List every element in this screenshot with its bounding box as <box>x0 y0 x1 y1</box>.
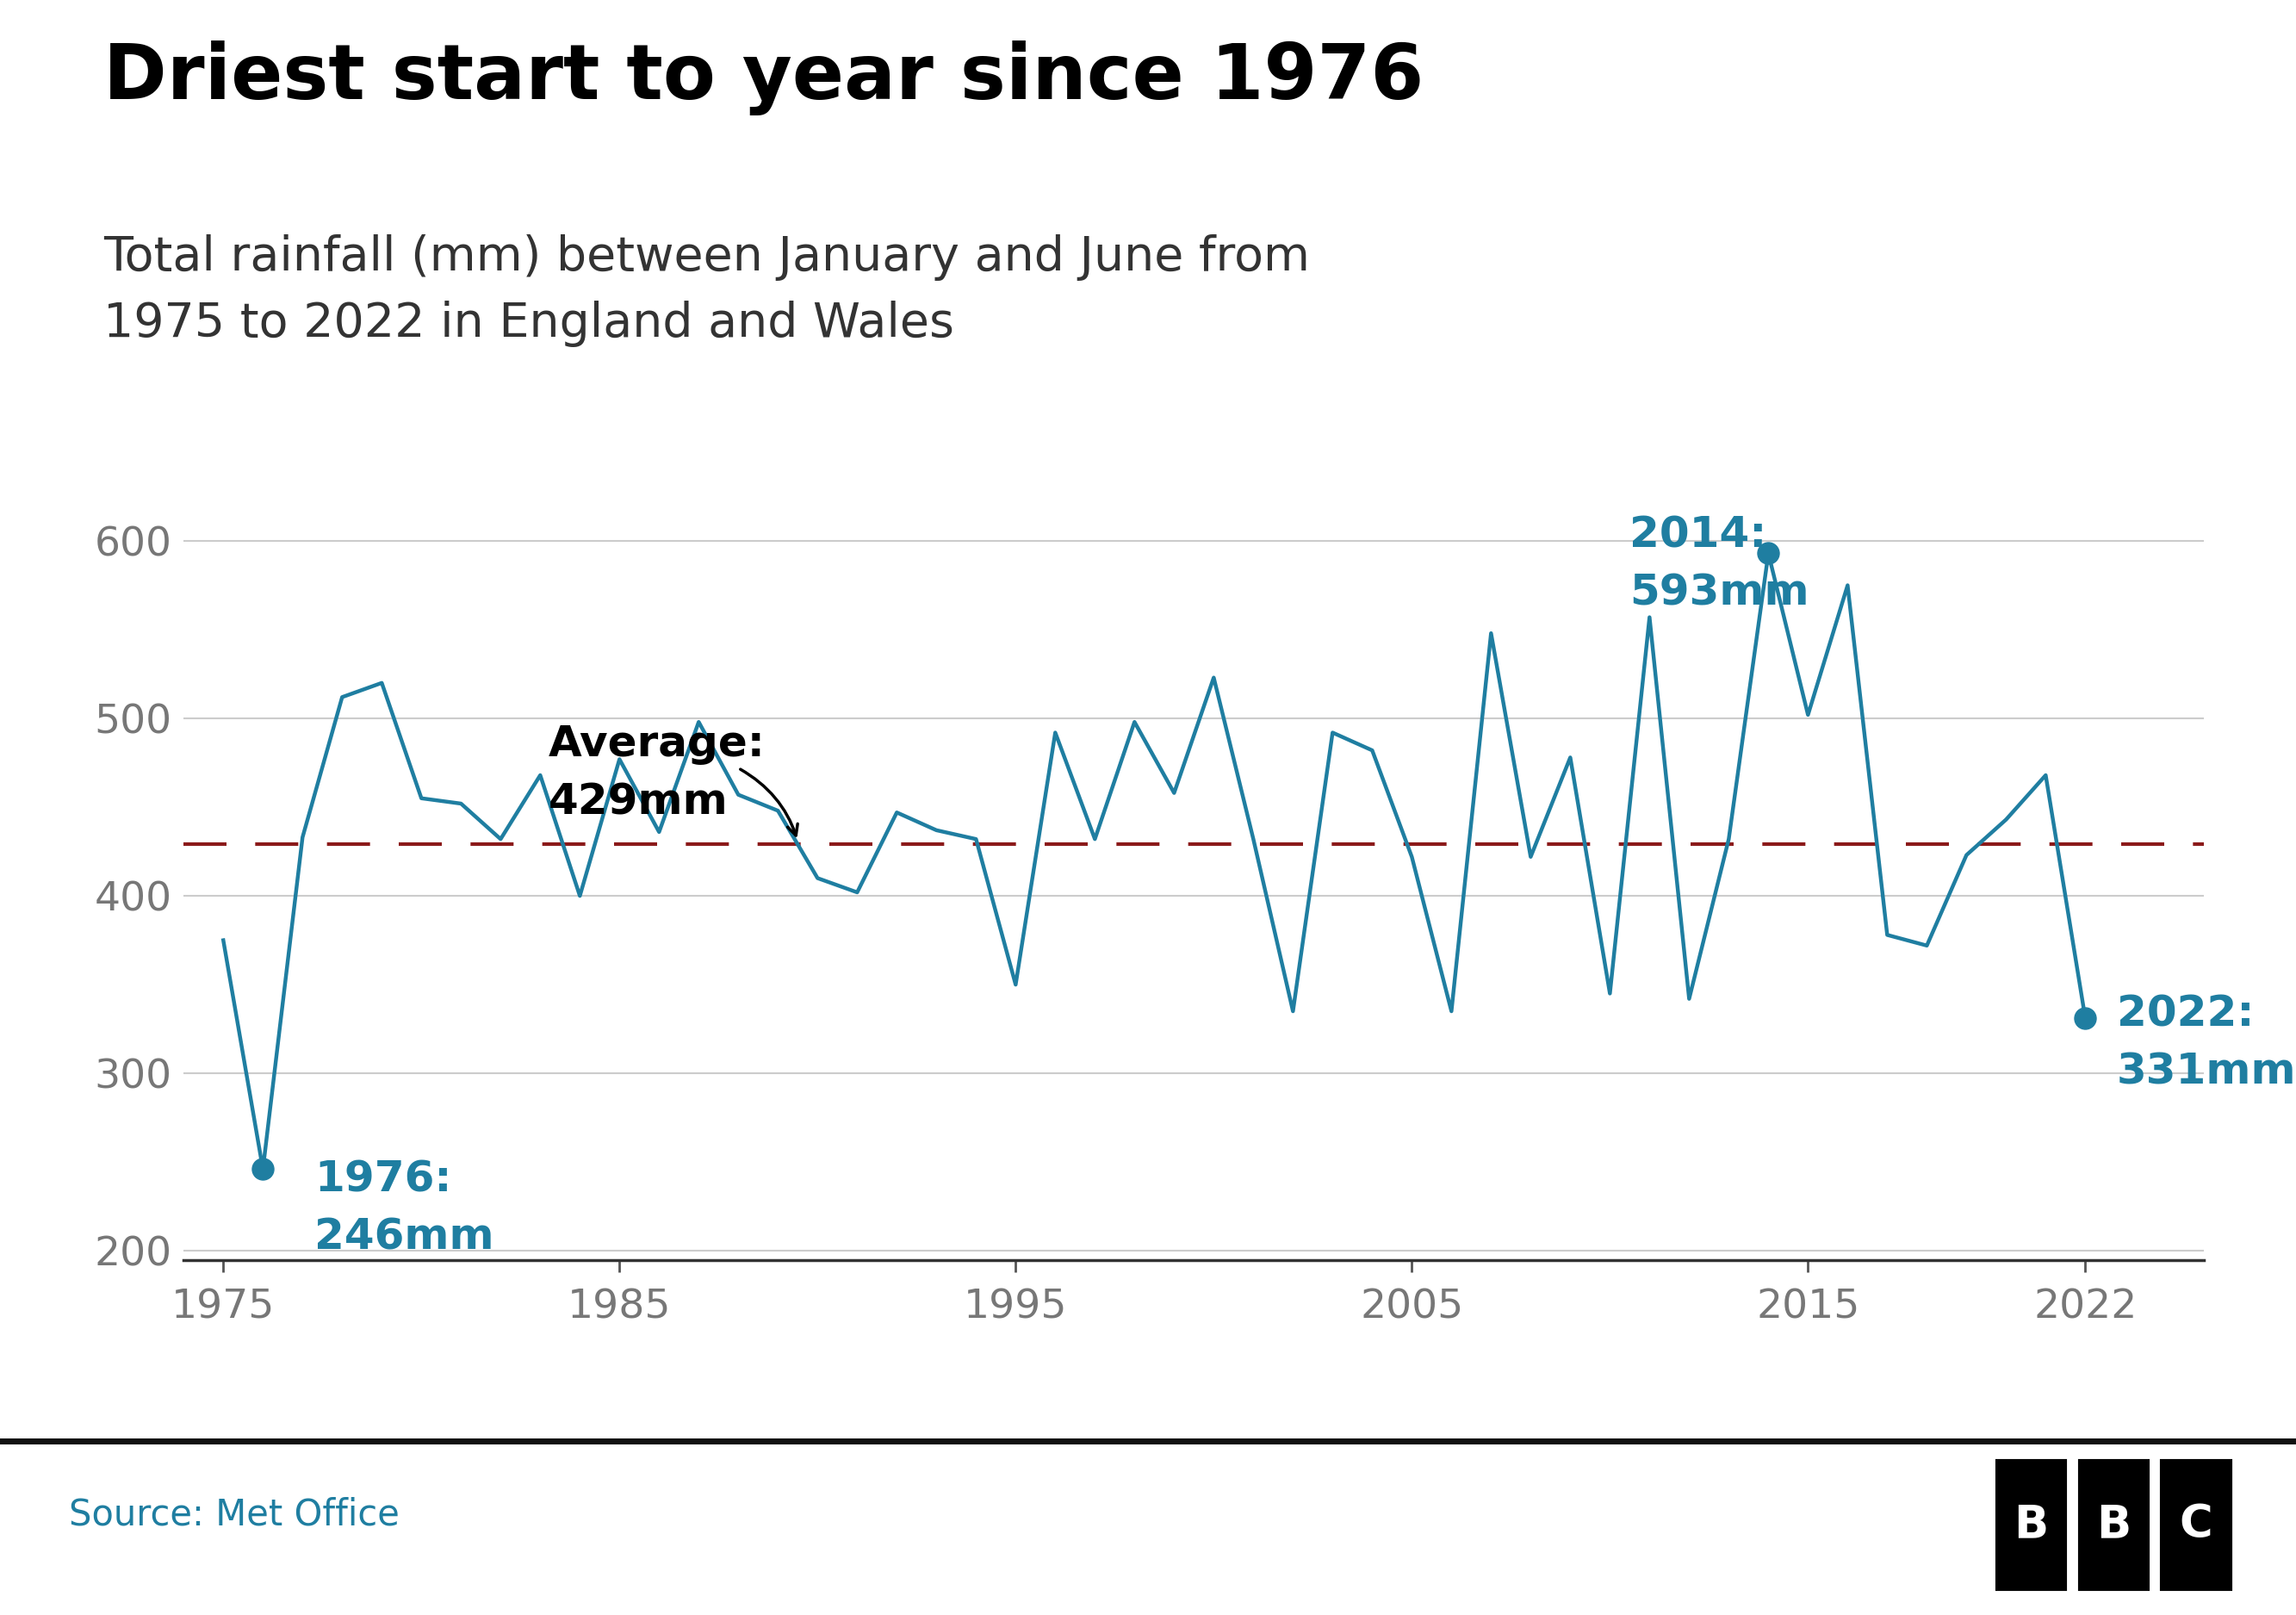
Bar <box>2158 1457 2234 1592</box>
Text: C: C <box>2179 1502 2213 1547</box>
Text: B: B <box>2096 1502 2131 1547</box>
Text: Source: Met Office: Source: Met Office <box>69 1497 400 1533</box>
Bar <box>2076 1457 2151 1592</box>
Text: 2014:
593mm: 2014: 593mm <box>1630 514 1809 614</box>
Bar <box>1993 1457 2069 1592</box>
Text: 2022:
331mm: 2022: 331mm <box>2117 993 2296 1092</box>
Text: Average:
429mm: Average: 429mm <box>549 724 765 822</box>
Text: B: B <box>2014 1502 2048 1547</box>
Text: 1976:
246mm: 1976: 246mm <box>315 1158 494 1258</box>
Text: Total rainfall (mm) between January and June from
1975 to 2022 in England and Wa: Total rainfall (mm) between January and … <box>103 234 1311 347</box>
Text: Driest start to year since 1976: Driest start to year since 1976 <box>103 40 1424 115</box>
